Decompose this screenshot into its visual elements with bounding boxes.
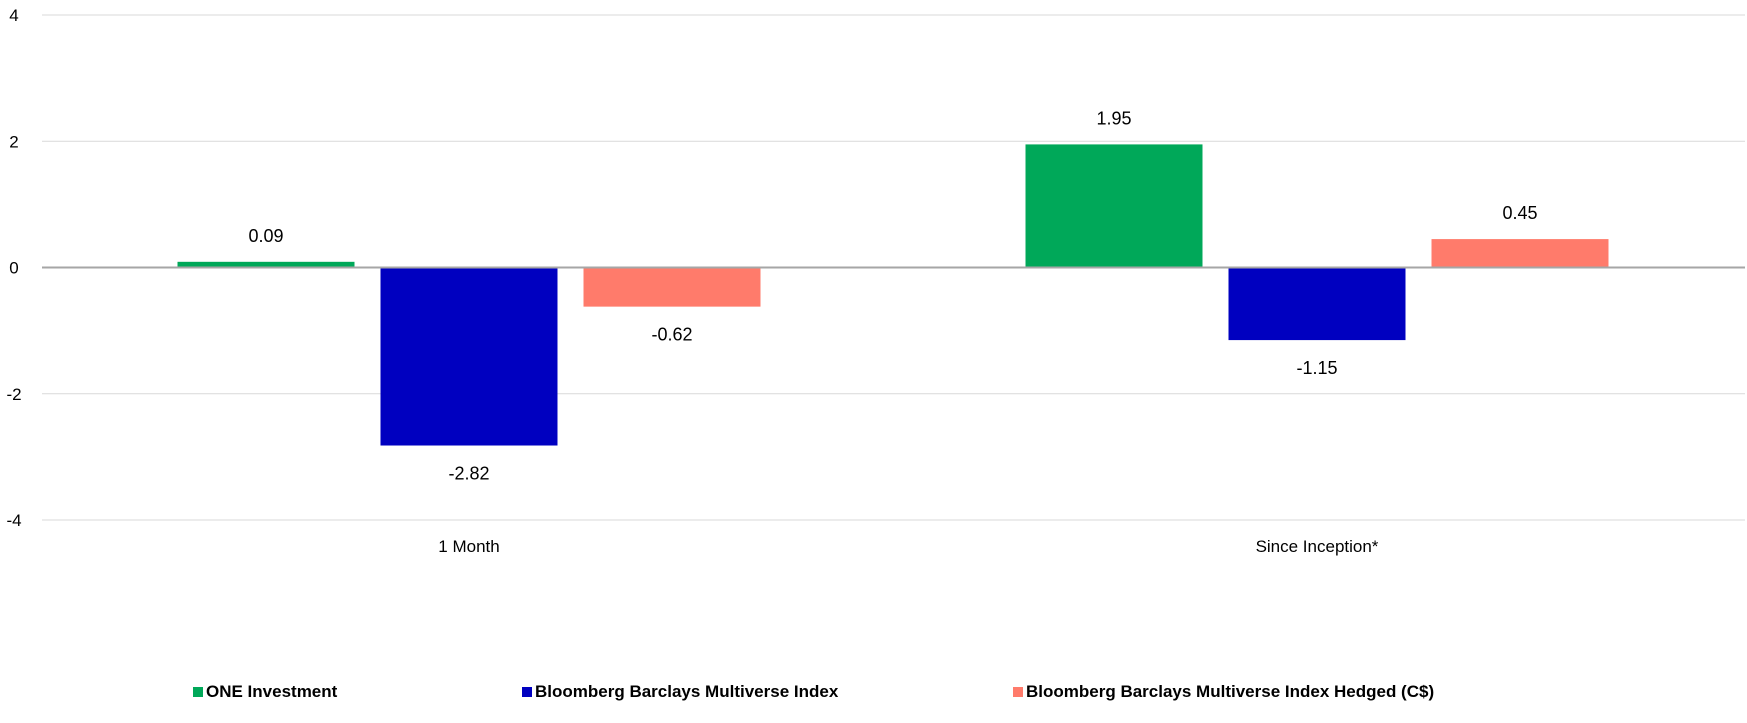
y-tick-label: 0 — [9, 259, 18, 278]
bar — [177, 261, 355, 268]
legend-label: Bloomberg Barclays Multiverse Index Hedg… — [1026, 682, 1434, 701]
bar — [1025, 144, 1203, 268]
legend-label: ONE Investment — [206, 682, 338, 701]
bar — [380, 267, 558, 446]
data-label: 0.45 — [1502, 203, 1537, 223]
data-label: -1.15 — [1296, 358, 1337, 378]
x-category-label: Since Inception* — [1256, 537, 1379, 556]
y-tick-label: -2 — [6, 385, 21, 404]
y-tick-label: 4 — [9, 6, 18, 25]
x-axis-categories: 1 Month Since Inception* — [438, 537, 1379, 556]
data-label: -0.62 — [651, 325, 692, 345]
y-axis-ticks: -4 -2 0 2 4 — [6, 6, 21, 530]
bars — [177, 144, 1609, 446]
gridlines — [42, 14, 1745, 521]
data-label: 1.95 — [1096, 108, 1131, 128]
y-tick-label: -4 — [6, 511, 21, 530]
data-label: -2.82 — [448, 464, 489, 484]
legend-label: Bloomberg Barclays Multiverse Index — [535, 682, 839, 701]
legend-swatch — [193, 687, 203, 697]
bar — [583, 267, 761, 307]
legend-swatch — [1013, 687, 1023, 697]
data-label: 0.09 — [248, 226, 283, 246]
x-category-label: 1 Month — [438, 537, 499, 556]
data-labels: 0.09 -2.82 -0.62 1.95 -1.15 0.45 — [248, 108, 1537, 483]
legend: ONE Investment Bloomberg Barclays Multive… — [193, 682, 1434, 701]
bar — [1228, 267, 1406, 341]
y-tick-label: 2 — [9, 132, 18, 151]
bar — [1431, 239, 1609, 268]
legend-swatch — [522, 687, 532, 697]
